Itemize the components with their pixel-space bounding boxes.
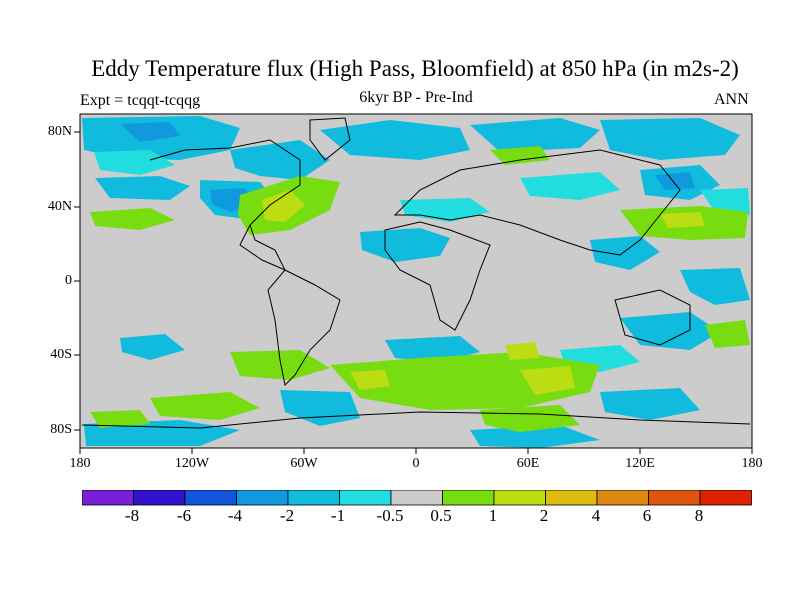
experiment-label: Expt = tcqqt-tcqqg <box>80 92 201 109</box>
anomaly-patch <box>230 140 330 180</box>
colorbar-swatch <box>493 490 546 506</box>
anomaly-patch <box>400 198 490 222</box>
colorbar-label: -6 <box>176 506 192 525</box>
anomaly-patch <box>660 212 705 228</box>
colorbar-label: 4 <box>591 506 601 525</box>
colorbar-swatch <box>545 490 598 506</box>
lat-label-0: 0 <box>65 273 72 288</box>
anomaly-patch <box>705 320 750 348</box>
lon-label-120e: 120E <box>625 456 655 471</box>
anomaly-patch <box>470 425 600 448</box>
anomaly-patch <box>360 228 450 262</box>
lon-label-120w: 120W <box>174 456 210 471</box>
anomaly-patch <box>262 190 305 222</box>
colorbar-swatch <box>442 490 495 506</box>
colorbar-label: 1 <box>488 506 498 525</box>
lon-label-60w: 60W <box>290 456 318 471</box>
lon-label-60e: 60E <box>516 456 540 471</box>
anomaly-patch <box>150 392 260 420</box>
colorbar-label: 2 <box>539 506 549 525</box>
anomaly-patch <box>600 118 740 160</box>
season-label: ANN <box>714 91 749 108</box>
colorbar-swatch <box>339 490 392 506</box>
coastlines <box>81 117 751 429</box>
anomaly-patch <box>600 388 700 420</box>
colorbar-swatch <box>82 490 134 506</box>
colorbar-swatch <box>390 490 443 506</box>
anomaly-patch <box>470 118 600 152</box>
australia-coast <box>614 289 691 346</box>
colorbar-label: -1 <box>330 506 346 525</box>
axis-ticks <box>74 131 753 454</box>
lat-label-40s: 40S <box>50 347 72 362</box>
anomaly-patch <box>480 405 580 432</box>
subtitle: 6kyr BP - Pre-Ind <box>359 89 473 106</box>
colorbar-label: 6 <box>642 506 652 525</box>
lat-label-80s: 80S <box>50 422 72 437</box>
lat-label-40n: 40N <box>47 199 72 214</box>
africa-coast <box>384 221 491 331</box>
colorbar-swatch <box>648 490 701 506</box>
colorbar-swatch <box>699 490 752 506</box>
south-america-coast <box>267 269 341 387</box>
anomaly-patch <box>90 410 150 428</box>
anomaly-patch <box>95 176 190 200</box>
colorbar <box>82 490 752 506</box>
lat-label-80n: 80N <box>47 124 72 139</box>
lon-label-0: 0 <box>412 456 420 471</box>
map-title: Eddy Temperature flux (High Pass, Bloomf… <box>91 56 739 81</box>
anomaly-patch <box>385 336 480 362</box>
colorbar-label: 8 <box>694 506 704 525</box>
anomaly-patch <box>120 334 185 360</box>
north-america-coast <box>149 139 301 272</box>
lon-label-180w: 180 <box>69 456 91 471</box>
anomaly-patch <box>90 208 175 230</box>
anomaly-patch <box>280 390 360 426</box>
anomaly-patch <box>490 146 550 165</box>
anomaly-patch <box>505 342 540 360</box>
anomaly-patch <box>590 236 660 270</box>
colorbar-label: 0.5 <box>430 506 452 525</box>
colorbar-swatch <box>596 490 649 506</box>
colorbar-swatch <box>133 490 186 506</box>
colorbar-swatch <box>287 490 340 506</box>
anomaly-patch <box>94 150 175 175</box>
anomaly-patch <box>655 172 695 190</box>
anomaly-patch <box>330 352 600 410</box>
colorbar-swatch <box>184 490 237 506</box>
anomaly-patch <box>680 268 750 305</box>
colorbar-label: -2 <box>279 506 295 525</box>
colorbar-label: -8 <box>124 506 140 525</box>
anomaly-patch <box>320 120 470 160</box>
anomaly-patch <box>520 172 620 200</box>
anomaly-patch <box>520 366 575 395</box>
lon-label-180e: 180 <box>741 456 763 471</box>
anomaly-patch <box>120 122 180 142</box>
anomaly-patch <box>350 370 390 390</box>
colorbar-swatch <box>236 490 289 506</box>
greenland-coast <box>309 117 351 161</box>
colorbar-label: -0.5 <box>376 506 404 525</box>
eurasia-coast <box>393 149 681 256</box>
colorbar-label: -4 <box>227 506 243 525</box>
antarctica-coast <box>81 411 751 429</box>
